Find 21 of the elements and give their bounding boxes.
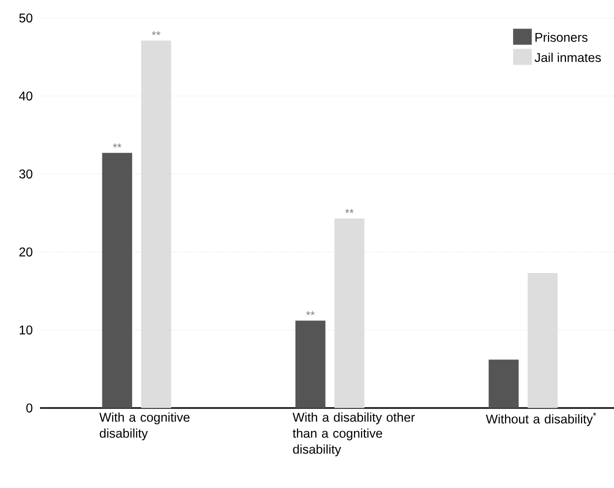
x-tick-label: With a cognitive disability (99, 412, 190, 440)
annotation: ** (345, 209, 354, 214)
y-tick-label: 10 (20, 326, 32, 334)
bar (295, 320, 326, 408)
legend-label: Prisoners (536, 32, 588, 42)
y-tick-label: 0 (26, 404, 32, 412)
annotation: ** (152, 31, 160, 36)
bar (488, 360, 519, 408)
bar (334, 218, 364, 408)
x-tick-label: Without a disability$^{*}$ (486, 412, 596, 426)
bar (102, 152, 132, 408)
bar (141, 40, 172, 408)
annotation: ** (112, 143, 122, 148)
annotation: ** (306, 311, 315, 316)
y-tick-label: 30 (19, 170, 32, 178)
y-tick-label: 20 (19, 248, 32, 256)
y-tick-label: 50 (19, 14, 32, 22)
x-tick-label: With a disability other than a cognitive disability (292, 412, 415, 456)
bar (528, 273, 558, 408)
legend-label: Jail inmates (534, 52, 601, 62)
y-tick-label: 40 (19, 92, 32, 100)
